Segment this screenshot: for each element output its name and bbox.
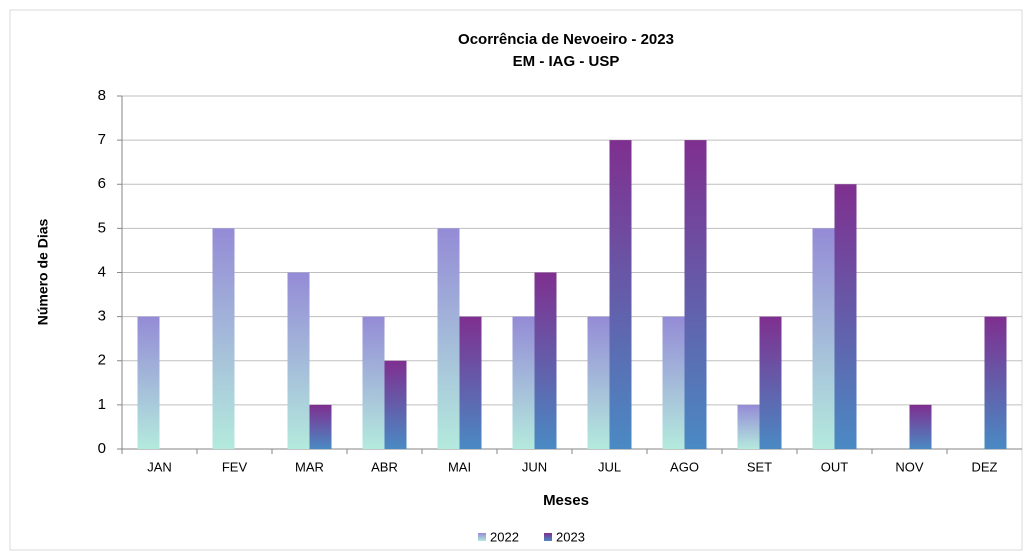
y-tick-label: 3 (98, 308, 106, 325)
bar (609, 140, 632, 449)
y-axis-label: Número de Dias (35, 218, 51, 325)
y-tick-label: 2 (98, 352, 106, 369)
bar (909, 404, 932, 449)
bar (587, 316, 610, 449)
bar (437, 228, 460, 449)
bar (362, 316, 385, 449)
bar (984, 316, 1007, 449)
x-axis-label: Meses (543, 492, 589, 509)
bar (834, 184, 857, 449)
chart-title: Ocorrência de Nevoeiro - 2023 (458, 31, 674, 48)
y-tick-label: 0 (98, 440, 106, 457)
bar (212, 228, 235, 449)
bar (459, 316, 482, 449)
bar (512, 316, 535, 449)
x-tick-label: MAI (448, 459, 471, 474)
bar (534, 272, 557, 449)
bar (287, 272, 310, 449)
y-tick-label: 7 (98, 131, 106, 148)
y-tick-label: 6 (98, 175, 106, 192)
bar (384, 360, 407, 449)
y-tick-label: 8 (98, 87, 106, 104)
bar (812, 228, 835, 449)
bar (737, 404, 760, 449)
chart-subtitle: EM - IAG - USP (513, 53, 620, 70)
x-tick-label: MAR (295, 459, 324, 474)
bar (309, 404, 332, 449)
legend-swatch (478, 533, 486, 541)
x-tick-label: NOV (895, 459, 924, 474)
x-tick-label: FEV (222, 459, 248, 474)
x-tick-label: JUN (522, 459, 547, 474)
legend-label: 2023 (556, 529, 585, 544)
x-tick-label: JUL (598, 459, 621, 474)
x-tick-label: SET (747, 459, 772, 474)
bar (684, 140, 707, 449)
x-tick-label: OUT (821, 459, 849, 474)
bar (759, 316, 782, 449)
x-tick-label: AGO (670, 459, 699, 474)
legend-swatch (544, 533, 552, 541)
x-tick-label: DEZ (972, 459, 998, 474)
bar (137, 316, 160, 449)
y-tick-label: 4 (98, 263, 106, 280)
y-tick-label: 5 (98, 219, 106, 236)
legend-label: 2022 (490, 529, 519, 544)
y-tick-label: 1 (98, 396, 106, 413)
x-tick-label: JAN (147, 459, 172, 474)
x-tick-label: ABR (371, 459, 398, 474)
bar (662, 316, 685, 449)
